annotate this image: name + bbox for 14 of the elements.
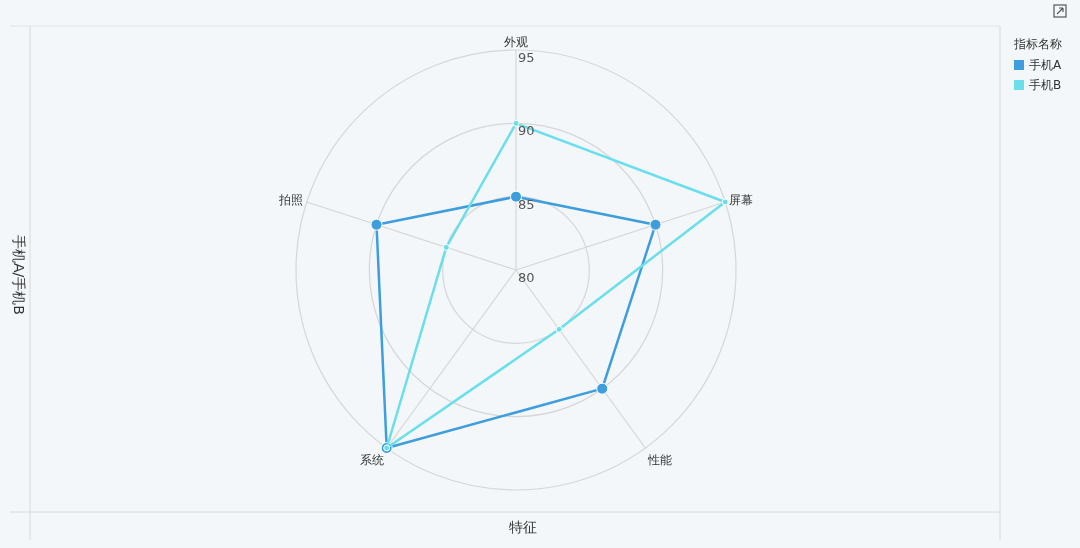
legend-label: 手机A bbox=[1029, 58, 1062, 72]
y-tick-label: 85 bbox=[518, 196, 535, 212]
spoke-label: 性能 bbox=[646, 453, 672, 468]
text: 手机A/手机B bbox=[11, 235, 27, 315]
legend-label: 手机B bbox=[1029, 78, 1062, 92]
text: 特征 bbox=[509, 519, 537, 535]
y-tick-label: 80 bbox=[518, 270, 535, 285]
spoke-label: 系统 bbox=[360, 453, 385, 468]
y-tick-label: 90 bbox=[518, 123, 535, 139]
legend-title: 指标名称 bbox=[1013, 37, 1062, 51]
y-tick-label: 95 bbox=[518, 50, 535, 65]
spoke-label: 拍照 bbox=[277, 192, 303, 207]
spoke-label: 屏幕 bbox=[729, 192, 754, 207]
spoke-label: 外观 bbox=[504, 35, 528, 49]
